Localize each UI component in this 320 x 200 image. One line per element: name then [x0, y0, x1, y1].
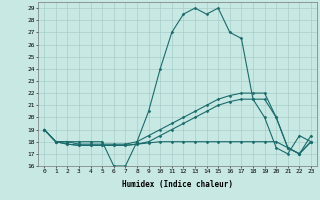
- X-axis label: Humidex (Indice chaleur): Humidex (Indice chaleur): [122, 180, 233, 189]
